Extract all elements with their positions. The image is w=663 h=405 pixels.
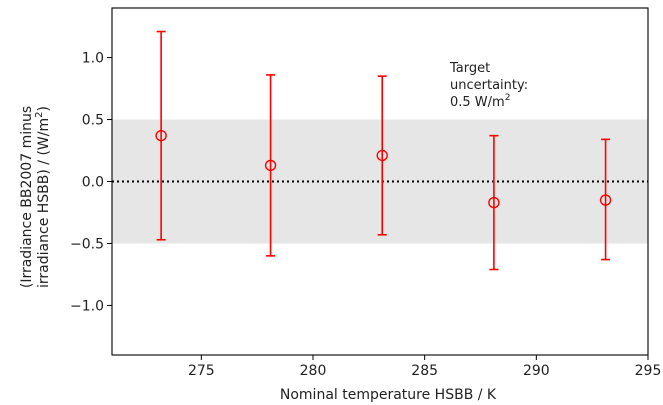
x-axis-ticks: 275 280 285 290 295: [188, 355, 661, 379]
y-tick-label: 1.0: [82, 51, 104, 67]
y-axis-label: (Irradiance BB2007 minus irradiance HSBB…: [19, 106, 52, 288]
data-marker: [376, 149, 388, 162]
data-point: [488, 134, 500, 271]
data-point: [155, 30, 167, 241]
data-marker: [599, 194, 612, 206]
y-axis-label-close: ): [36, 106, 52, 111]
y-tick-label: 0.0: [82, 175, 104, 191]
annotation-line1: Target: [449, 61, 490, 76]
x-tick-label: 285: [411, 363, 438, 379]
annotation-line3-text: 0.5 W/m: [450, 95, 505, 110]
series-layer: [155, 30, 612, 271]
y-tick-label: 0.5: [82, 113, 104, 129]
y-axis-label-line2-text: irradiance HSBB) / (W/m: [36, 118, 52, 288]
annotation-line3: 0.5 W/m2: [450, 93, 510, 110]
x-tick-label: 290: [523, 363, 550, 379]
data-marker: [155, 129, 167, 142]
y-axis-label-superscript: 2: [34, 112, 45, 118]
data-marker: [488, 196, 500, 209]
annotation-line2: uncertainty:: [450, 78, 528, 93]
annotation-line3-superscript: 2: [505, 93, 511, 103]
y-axis-ticks: 1.0 0.5 0.0 −0.5 −1.0: [70, 51, 112, 314]
target-uncertainty-annotation: Target uncertainty: 0.5 W/m2: [449, 61, 528, 110]
x-axis-label: Nominal temperature HSBB / K: [280, 387, 497, 403]
y-axis-label-line1: (Irradiance BB2007 minus: [19, 106, 35, 288]
data-point: [376, 75, 388, 236]
data-point: [599, 138, 612, 261]
y-tick-label: −1.0: [70, 298, 104, 314]
x-tick-label: 280: [300, 363, 327, 379]
data-marker: [264, 159, 277, 172]
x-tick-label: 295: [635, 363, 662, 379]
data-point: [264, 74, 277, 257]
x-tick-label: 275: [188, 363, 215, 379]
y-axis-label-line2: irradiance HSBB) / (W/m2): [34, 106, 52, 288]
y-tick-label: −0.5: [70, 236, 104, 252]
